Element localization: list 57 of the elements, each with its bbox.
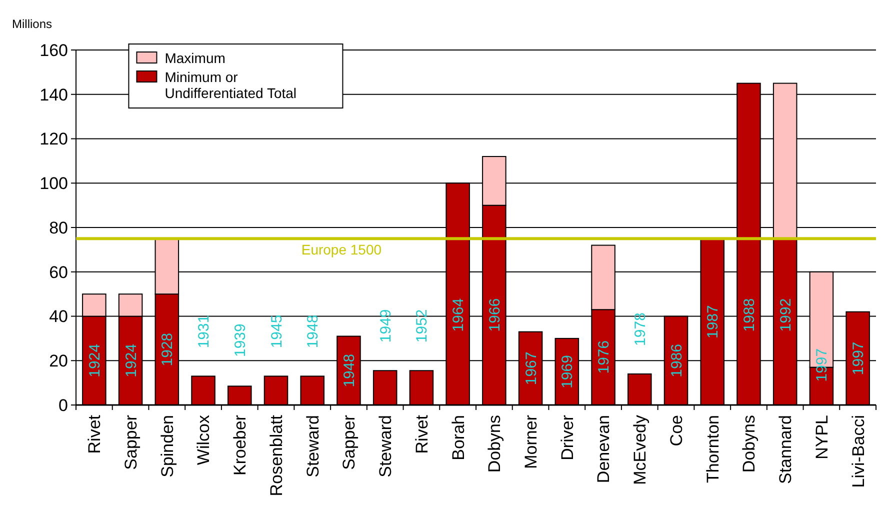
annotation: 1992 xyxy=(777,298,794,332)
annotation: 1931 xyxy=(196,314,213,348)
annotation: 1949 xyxy=(377,309,394,343)
x-tick-label: Spinden xyxy=(158,415,177,478)
annotation: 1924 xyxy=(122,344,140,378)
x-tick-label: Dobyns xyxy=(740,415,759,473)
annotation: 1952 xyxy=(414,309,431,343)
x-tick-label: Coe xyxy=(666,415,686,446)
x-tick-label: Driver xyxy=(558,414,577,460)
x-tick-label: Borah xyxy=(448,415,468,460)
y-tick-label: 0 xyxy=(58,396,68,415)
x-tick-label: Livi-Bacci xyxy=(848,415,868,488)
x-tick-label: Sapper xyxy=(121,414,140,470)
x-tick-label: Rosenblatt xyxy=(266,414,286,496)
x-tick-label: Rivet xyxy=(412,414,432,454)
x-tick-label: McEvedy xyxy=(630,414,650,485)
y-tick-label: 20 xyxy=(49,352,68,371)
annotation: 1924 xyxy=(86,344,104,378)
annotation: 1967 xyxy=(522,352,540,386)
x-tick-label: Wilcox xyxy=(194,414,214,466)
annotation: 1987 xyxy=(704,305,722,338)
annotation: 1928 xyxy=(159,332,176,366)
annotation: 1978 xyxy=(632,312,649,346)
x-tick-label: Kroeber xyxy=(230,414,250,476)
x-tick-label: Sapper xyxy=(340,414,359,470)
x-tick-label: Dobyns xyxy=(485,415,504,473)
x-tick-label: Rivet xyxy=(85,414,104,454)
annotation: 1939 xyxy=(232,324,249,357)
annotation: 1997 xyxy=(850,342,868,376)
x-tick-label: Steward xyxy=(303,415,322,478)
x-tick-label: Thornton xyxy=(703,415,722,484)
x-tick-label: Stannard xyxy=(776,415,796,484)
y-tick-label: 160 xyxy=(40,40,68,60)
x-tick-label: Morner xyxy=(521,414,540,469)
y-tick-label: 100 xyxy=(40,174,68,194)
annotation: 1948 xyxy=(340,354,358,388)
y-tick-label: 140 xyxy=(40,85,68,104)
annotation: 1986 xyxy=(668,344,686,378)
ref-line-label: Europe 1500 xyxy=(301,242,382,258)
annotation: 1964 xyxy=(450,298,468,332)
annotation: 1976 xyxy=(596,340,613,374)
x-tick-label: Steward xyxy=(376,415,396,478)
legend-label: Minimum or Undifferentiated Total xyxy=(164,68,297,101)
y-axis-title: Millions xyxy=(12,17,52,31)
annotation: 1997 xyxy=(814,348,831,382)
y-tick-label: 60 xyxy=(49,262,68,282)
y-tick-label: 80 xyxy=(49,218,68,238)
annotation: 1969 xyxy=(559,355,576,388)
annotation: 1966 xyxy=(486,298,504,332)
y-tick-label: 40 xyxy=(49,307,68,326)
y-tick-label: 120 xyxy=(40,130,68,149)
annotation: 1948 xyxy=(304,314,322,348)
annotation: 1945 xyxy=(268,314,286,348)
x-tick-label: Denevan xyxy=(594,415,614,484)
annotation: 1988 xyxy=(740,298,758,332)
legend-label: Maximum xyxy=(164,50,226,66)
x-tick-label: NYPL xyxy=(812,415,832,460)
